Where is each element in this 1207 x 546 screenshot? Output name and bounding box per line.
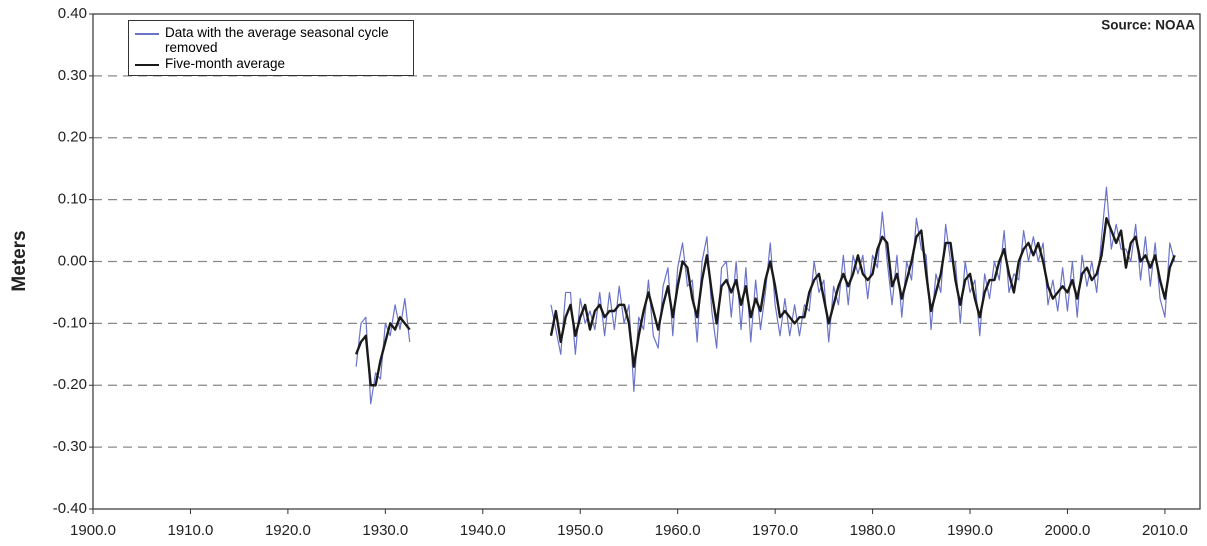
y-axis-label: Meters — [9, 230, 30, 291]
source-note: Source: NOAA — [1101, 18, 1195, 33]
x-tick-label: 1910.0 — [168, 522, 214, 539]
y-tick-label: -0.20 — [53, 376, 87, 393]
series-line — [354, 216, 1176, 387]
x-tick-label: 1980.0 — [850, 522, 896, 539]
x-tick-label: 2000.0 — [1045, 522, 1091, 539]
legend-swatch — [135, 64, 159, 66]
x-tick-label: 1990.0 — [947, 522, 993, 539]
y-tick-label: 0.10 — [58, 191, 87, 208]
legend-label: Data with the average seasonal cycle rem… — [165, 25, 389, 55]
y-tick-label: 0.30 — [58, 67, 87, 84]
legend-entry: Five-month average — [133, 56, 409, 71]
y-tick-label: 0.40 — [58, 5, 87, 22]
x-tick-label: 1920.0 — [265, 522, 311, 539]
y-tick-label: -0.40 — [53, 500, 87, 517]
x-tick-label: 1900.0 — [70, 522, 116, 539]
legend-entry: Data with the average seasonal cycle rem… — [133, 25, 409, 55]
plot-frame — [92, 13, 1201, 510]
x-tick-label: 1970.0 — [752, 522, 798, 539]
x-tick-label: 1950.0 — [557, 522, 603, 539]
x-tick-label: 1960.0 — [655, 522, 701, 539]
legend: Data with the average seasonal cycle rem… — [128, 20, 414, 76]
x-tick-label: 1930.0 — [362, 522, 408, 539]
y-tick-label: -0.30 — [53, 438, 87, 455]
x-tick-label: 2010.0 — [1142, 522, 1188, 539]
y-tick-label: -0.10 — [53, 314, 87, 331]
y-tick-label: 0.00 — [58, 252, 87, 269]
y-tick-label: 0.20 — [58, 129, 87, 146]
x-tick-label: 1940.0 — [460, 522, 506, 539]
legend-swatch — [135, 33, 159, 35]
legend-label: Five-month average — [165, 56, 286, 71]
